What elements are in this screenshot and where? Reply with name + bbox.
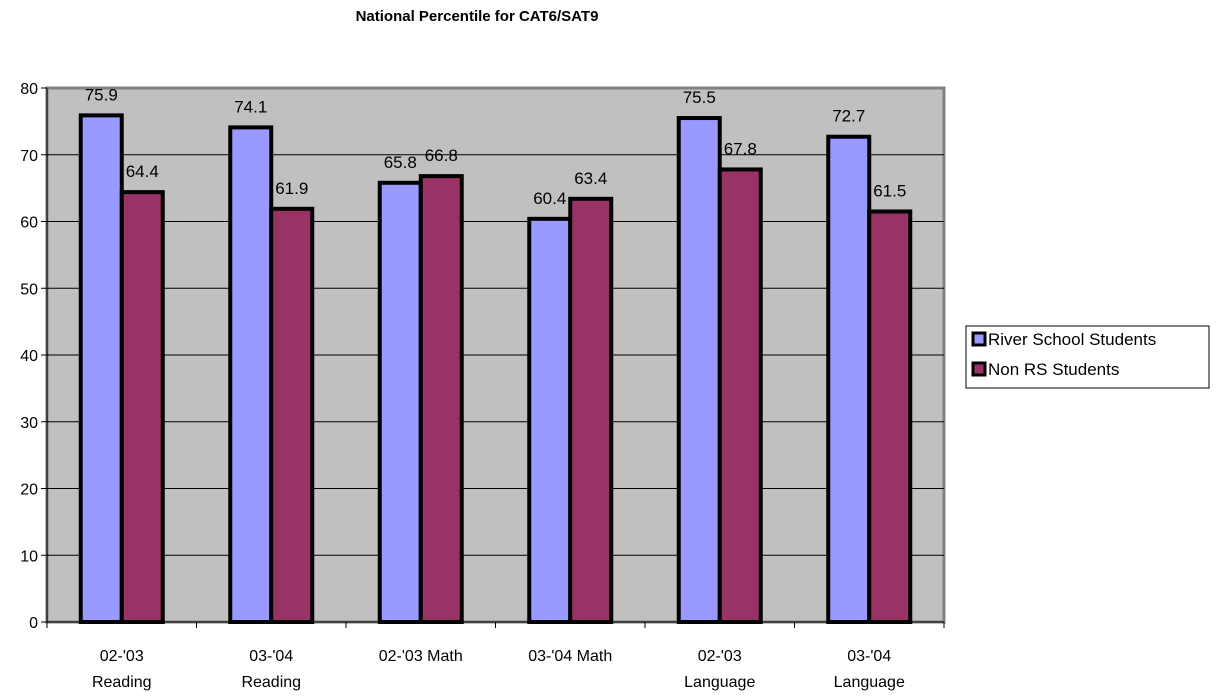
bar-non-rs-2 xyxy=(418,174,464,625)
legend-swatch xyxy=(971,331,987,347)
y-tick-label: 0 xyxy=(29,615,38,632)
data-label: 60.4 xyxy=(533,189,566,208)
legend-label: River School Students xyxy=(988,330,1156,349)
x-tick-label: Reading xyxy=(92,674,152,691)
data-label: 61.9 xyxy=(275,179,308,198)
x-tick-label: 02-'03 xyxy=(698,648,742,665)
legend: River School Students Non RS Students xyxy=(965,325,1210,389)
bar-non-rs-5 xyxy=(867,209,913,625)
y-tick-label: 40 xyxy=(20,348,38,365)
y-tick-label: 80 xyxy=(20,81,38,98)
chart-title: National Percentile for CAT6/SAT9 xyxy=(356,8,599,25)
data-label: 75.9 xyxy=(85,85,118,104)
y-tick-label: 60 xyxy=(20,215,38,232)
data-label: 72.7 xyxy=(832,107,865,126)
bar-non-rs-1 xyxy=(269,206,315,624)
data-label: 66.8 xyxy=(425,146,458,165)
bar-non-rs-3 xyxy=(568,196,614,624)
data-label: 75.5 xyxy=(683,88,716,107)
data-label: 64.4 xyxy=(126,162,159,181)
legend-swatch xyxy=(971,361,987,377)
bar-non-rs-0 xyxy=(119,190,165,624)
y-tick-label: 20 xyxy=(20,482,38,499)
data-label: 65.8 xyxy=(384,153,417,172)
legend-label: Non RS Students xyxy=(988,360,1119,379)
x-tick-label: 03-'04 xyxy=(847,648,891,665)
y-tick-label: 30 xyxy=(20,415,38,432)
y-tick-label: 70 xyxy=(20,148,38,165)
bar-river-school-0 xyxy=(78,113,124,625)
plot-area: 0 10 20 30 40 50 60 70 80 75.9 64.4 02-'03 Reading 74… xyxy=(20,81,946,691)
x-tick-label: 02-'03 xyxy=(100,648,144,665)
x-tick-label: 02-'03 Math xyxy=(379,648,463,665)
bar-river-school-5 xyxy=(826,134,872,624)
data-label: 74.1 xyxy=(234,97,267,116)
data-label: 67.8 xyxy=(724,139,757,158)
y-tick-label: 10 xyxy=(20,548,38,565)
data-label: 61.5 xyxy=(873,181,906,200)
bar-river-school-4 xyxy=(676,116,722,624)
x-tick-label: Language xyxy=(684,674,755,691)
y-tick-label: 50 xyxy=(20,281,38,298)
x-tick-label: 03-'04 Math xyxy=(528,648,612,665)
x-tick-label: Language xyxy=(834,674,905,691)
bar-river-school-2 xyxy=(377,180,423,624)
x-tick-label: 03-'04 xyxy=(249,648,293,665)
bar-river-school-3 xyxy=(527,216,573,625)
x-tick-label: Reading xyxy=(241,674,301,691)
data-label: 63.4 xyxy=(574,169,607,188)
legend-box xyxy=(965,325,1210,389)
bar-non-rs-4 xyxy=(717,167,763,624)
bar-river-school-1 xyxy=(228,125,274,624)
